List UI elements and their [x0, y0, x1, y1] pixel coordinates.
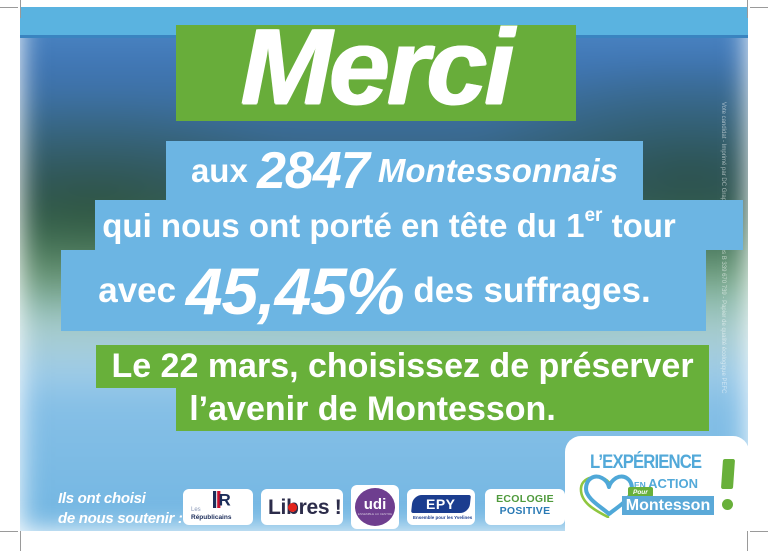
svg-text:R: R [219, 491, 231, 509]
